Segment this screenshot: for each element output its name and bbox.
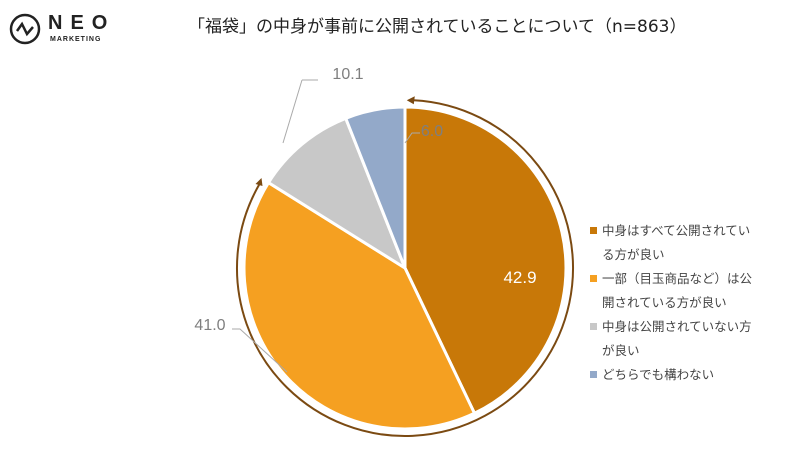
arrowhead-left <box>255 178 263 186</box>
pie-slice <box>266 116 409 272</box>
legend-swatch <box>590 323 597 330</box>
data-label: 10.1 <box>332 66 363 83</box>
data-label: 42.9 <box>503 268 536 287</box>
leader-line <box>232 328 288 373</box>
pie-slice <box>343 105 407 269</box>
pie-slice <box>403 105 568 416</box>
legend-label: どちらでも構わない <box>602 367 715 382</box>
legend-label: 一部（目玉商品など）は公開されている方が良い <box>602 271 753 310</box>
data-label: 6.0 <box>421 123 443 140</box>
legend-item: 中身はすべて公開されている方が良い <box>590 219 760 267</box>
legend-item: どちらでも構わない <box>590 363 760 387</box>
logo: NEO MARKETING <box>8 12 108 46</box>
legend-swatch <box>590 227 597 234</box>
leader-line <box>282 79 318 144</box>
legend-item: 一部（目玉商品など）は公開されている方が良い <box>590 267 760 315</box>
arrow-ring <box>236 99 574 437</box>
legend-swatch <box>590 371 597 378</box>
data-label: 41.0 <box>194 317 225 334</box>
pie-slice <box>242 180 477 431</box>
logo-text: NEO <box>48 12 116 34</box>
leader-line <box>404 132 420 144</box>
legend-label: 中身はすべて公開されている方が良い <box>602 223 751 262</box>
legend-label: 中身は公開されていない方が良い <box>602 319 752 358</box>
legend-item: 中身は公開されていない方が良い <box>590 315 760 363</box>
legend: 中身はすべて公開されている方が良い 一部（目玉商品など）は公開されている方が良い… <box>590 219 760 387</box>
chart-title: 「福袋」の中身が事前に公開されていることについて（n=863） <box>188 17 687 37</box>
arrowhead-top <box>406 96 415 105</box>
logo-icon <box>9 13 41 45</box>
logo-subtext: MARKETING <box>50 36 102 43</box>
legend-swatch <box>590 275 597 282</box>
